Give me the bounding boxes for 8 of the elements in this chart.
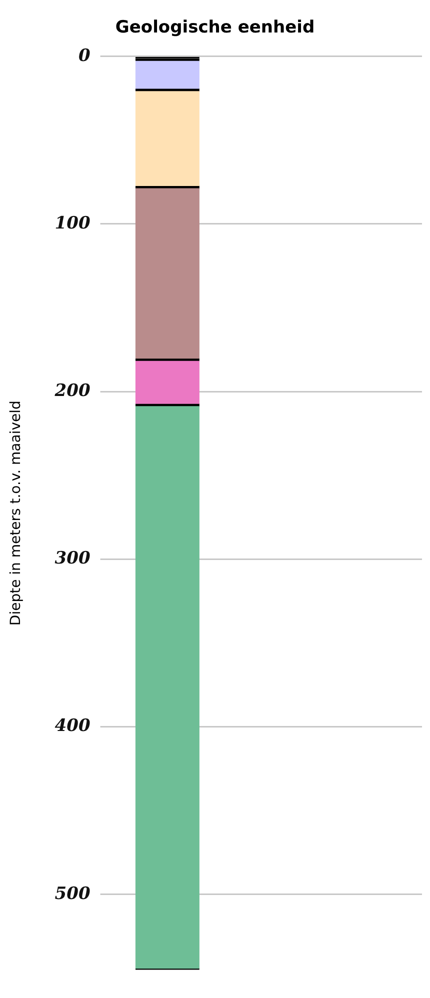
- y-tick-label: 200: [54, 381, 90, 402]
- y-tick-label: 100: [54, 213, 90, 234]
- y-tick-label: 0: [78, 46, 90, 66]
- y-tick-label: 300: [54, 548, 90, 569]
- y-tick-label: 500: [54, 884, 90, 904]
- chart-title: Geologische eenheid: [115, 18, 315, 38]
- y-tick-label: 400: [54, 716, 90, 736]
- y-axis-title: Diepte in meters t.o.v. maaiveld: [8, 400, 24, 626]
